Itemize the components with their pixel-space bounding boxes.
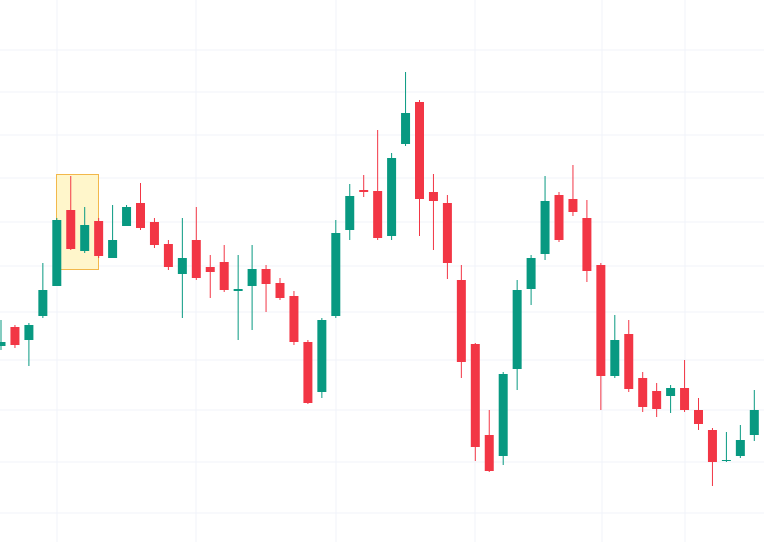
- candle-body: [163, 244, 173, 267]
- candle-body: [484, 435, 494, 471]
- candle-body: [10, 327, 20, 345]
- candle-body: [38, 290, 48, 316]
- horizontal-grid: [0, 49, 764, 514]
- candle-body: [247, 269, 257, 286]
- candle-body: [122, 207, 132, 226]
- candle-body: [52, 220, 62, 286]
- candle-body: [526, 258, 536, 289]
- candle-body: [707, 430, 717, 462]
- candles: [0, 72, 759, 486]
- candle-body: [80, 225, 90, 251]
- candle-body: [359, 190, 369, 192]
- candle-body: [387, 158, 397, 236]
- candle-body: [108, 240, 118, 258]
- candle-body: [749, 410, 759, 435]
- candle-body: [735, 440, 745, 456]
- candle-body: [694, 410, 703, 424]
- candle-body: [498, 374, 508, 456]
- candle-body: [680, 388, 690, 410]
- candle-body: [596, 265, 606, 376]
- highlight-box: [56, 174, 99, 270]
- candle-body: [624, 334, 634, 389]
- candle-body: [554, 195, 564, 240]
- candle-body: [303, 342, 313, 403]
- candle-body: [428, 192, 438, 201]
- candle-body: [331, 233, 341, 316]
- candle-body: [0, 342, 6, 346]
- candle-body: [66, 210, 76, 249]
- candle-body: [721, 460, 731, 461]
- candle-body: [345, 196, 355, 230]
- candle-body: [219, 262, 229, 290]
- candle-body: [610, 340, 620, 376]
- candle-body: [568, 199, 578, 212]
- candle-body: [24, 325, 34, 340]
- candle-body: [149, 222, 159, 245]
- candle-body: [191, 240, 201, 278]
- candle-body: [275, 283, 285, 298]
- candle-body: [652, 391, 662, 409]
- candle-body: [456, 280, 466, 362]
- candle-body: [205, 267, 215, 272]
- candle-body: [401, 113, 411, 144]
- candle-body: [94, 221, 104, 256]
- candle-body: [582, 218, 592, 271]
- candle-body: [638, 378, 648, 407]
- candle-body: [512, 290, 522, 369]
- candle-body: [233, 289, 243, 291]
- candle-body: [261, 269, 271, 284]
- candle-body: [289, 296, 299, 342]
- candle-body: [666, 388, 676, 396]
- candle-body: [373, 191, 383, 238]
- candle-body: [177, 258, 187, 274]
- candle-body: [317, 320, 327, 392]
- candle-body: [442, 203, 452, 263]
- candle-body: [470, 344, 480, 447]
- candle-body: [540, 201, 550, 254]
- candle-body: [415, 102, 424, 199]
- candle-body: [136, 203, 145, 228]
